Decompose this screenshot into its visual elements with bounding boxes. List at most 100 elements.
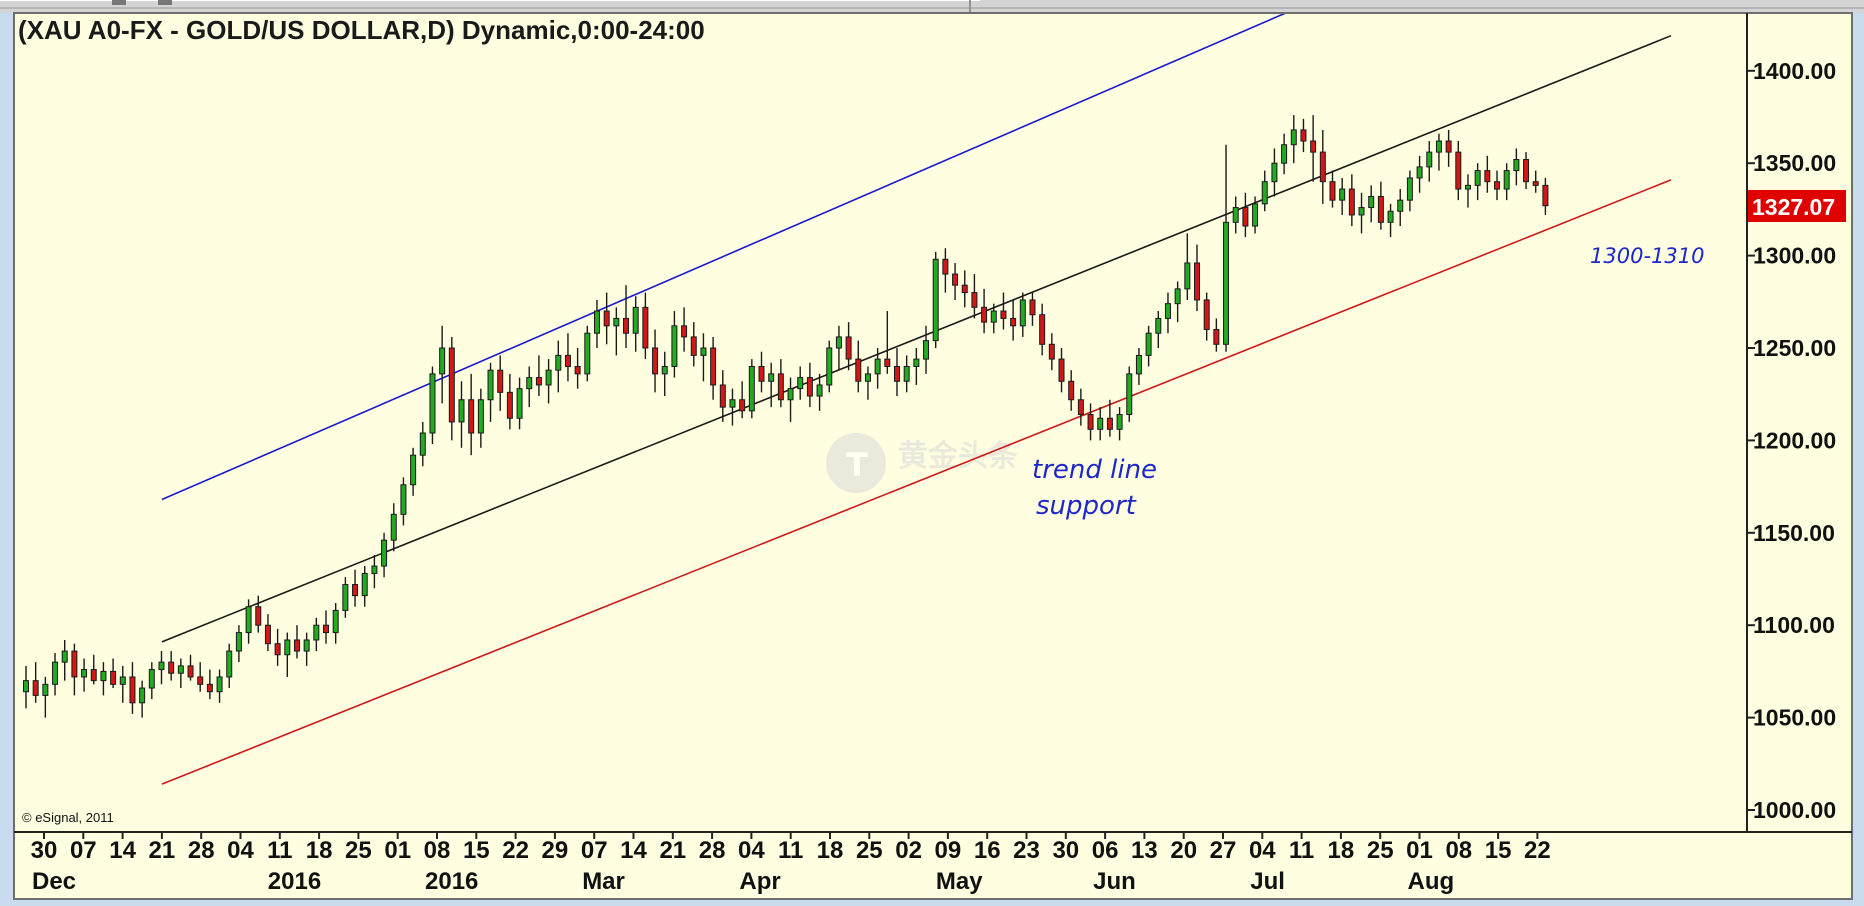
candle [748,359,755,419]
candle [739,381,746,419]
chart-title: (XAU A0-FX - GOLD/US DOLLAR,D) Dynamic,0… [18,15,705,45]
candle [1455,141,1462,201]
candle [1000,292,1007,330]
candle [1155,311,1162,348]
candle [458,381,465,448]
candle-body-up [361,572,368,597]
candle-body-up [1232,207,1239,223]
minimize-icon[interactable] [112,0,126,5]
candle [1416,155,1423,193]
candle-body-down [110,670,117,685]
candle-body-down [739,399,746,412]
candle [100,662,107,696]
x-tick-label: 22 [1524,837,1551,864]
candle-body-up [632,306,639,334]
x-tick-label: 08 [424,837,451,864]
candle-body-up [1155,317,1162,334]
candle-body-down [129,676,136,704]
candle [942,248,949,293]
candle [81,658,88,692]
candle [932,251,939,348]
candle [1290,115,1297,164]
candle-body-up [1435,140,1442,153]
candle [1368,185,1375,223]
candle-body-up [23,680,29,693]
x-tick-label: 11 [1289,837,1314,864]
candle [516,377,523,430]
candle [1232,196,1239,234]
candle [535,355,542,397]
svg-text:T: T [846,446,868,484]
x-tick-label: 28 [699,837,726,864]
candle-body-up [913,358,920,367]
y-tick-label: 1350.00 [1753,150,1836,176]
candle [1029,292,1036,326]
candle-body-up [226,650,233,678]
x-month-label: Jun [1093,868,1136,895]
candle-body-up [158,661,165,671]
candle [371,554,378,589]
candle-body-down [690,336,697,356]
candle-body-down [1039,314,1046,345]
candle-body-down [448,347,455,423]
candle [1203,292,1210,341]
candle [284,632,291,677]
candle-body-down [623,317,630,334]
candle-body-down [1194,262,1201,301]
candle [410,447,417,496]
candle [874,348,881,389]
y-tick-label: 1200.00 [1753,427,1836,453]
x-tick-label: 14 [620,837,647,864]
candle-body-up [245,606,252,634]
candle [1300,118,1307,153]
candle-body-up [390,513,397,541]
candle-body-down [1484,170,1491,183]
candle [632,296,639,352]
candle-body-down [642,306,649,349]
candle-body-up [313,624,320,641]
candle [855,340,862,393]
candle-body-down [1542,184,1549,207]
candle [168,651,175,681]
candle-body-up [235,632,242,652]
candle [961,270,968,308]
candle-body-down [497,369,504,393]
x-tick-label: 21 [149,837,176,864]
candle-body-down [758,365,765,382]
candle-body-down [1329,181,1336,201]
candle [497,355,504,411]
candle [652,329,659,393]
candle-body-up [100,670,107,682]
trend-line-upper-channel [161,14,1286,501]
candle [1039,303,1046,356]
candle [952,262,959,300]
copyright-text: © eSignal, 2011 [22,810,114,825]
candle [816,373,823,411]
candle-body-up [342,584,349,611]
candle [1058,348,1065,393]
x-tick-label: 29 [542,837,569,864]
candle-body-down [1494,181,1501,190]
candle-body-up [584,332,591,375]
candle-body-up [400,484,407,515]
candle [400,477,407,526]
candle [216,669,223,703]
y-tick-label: 1400.00 [1753,58,1836,84]
x-tick-label: 30 [31,837,58,864]
x-tick-label: 07 [581,837,608,864]
candle [1348,174,1355,227]
trend-line-lower-support [161,179,1672,785]
candle-body-up [1116,414,1123,430]
candle [1310,115,1317,182]
candle [613,307,620,356]
candle [1135,348,1142,385]
candle [845,322,852,371]
candle-body-down [1203,299,1210,331]
candle-body-up [1261,181,1268,205]
candle [768,362,775,408]
restore-icon[interactable] [158,0,172,5]
candle-body-down [1087,414,1094,430]
window-top-bar [0,0,1864,13]
candle-body-down [1377,195,1384,223]
candle [1174,281,1181,323]
